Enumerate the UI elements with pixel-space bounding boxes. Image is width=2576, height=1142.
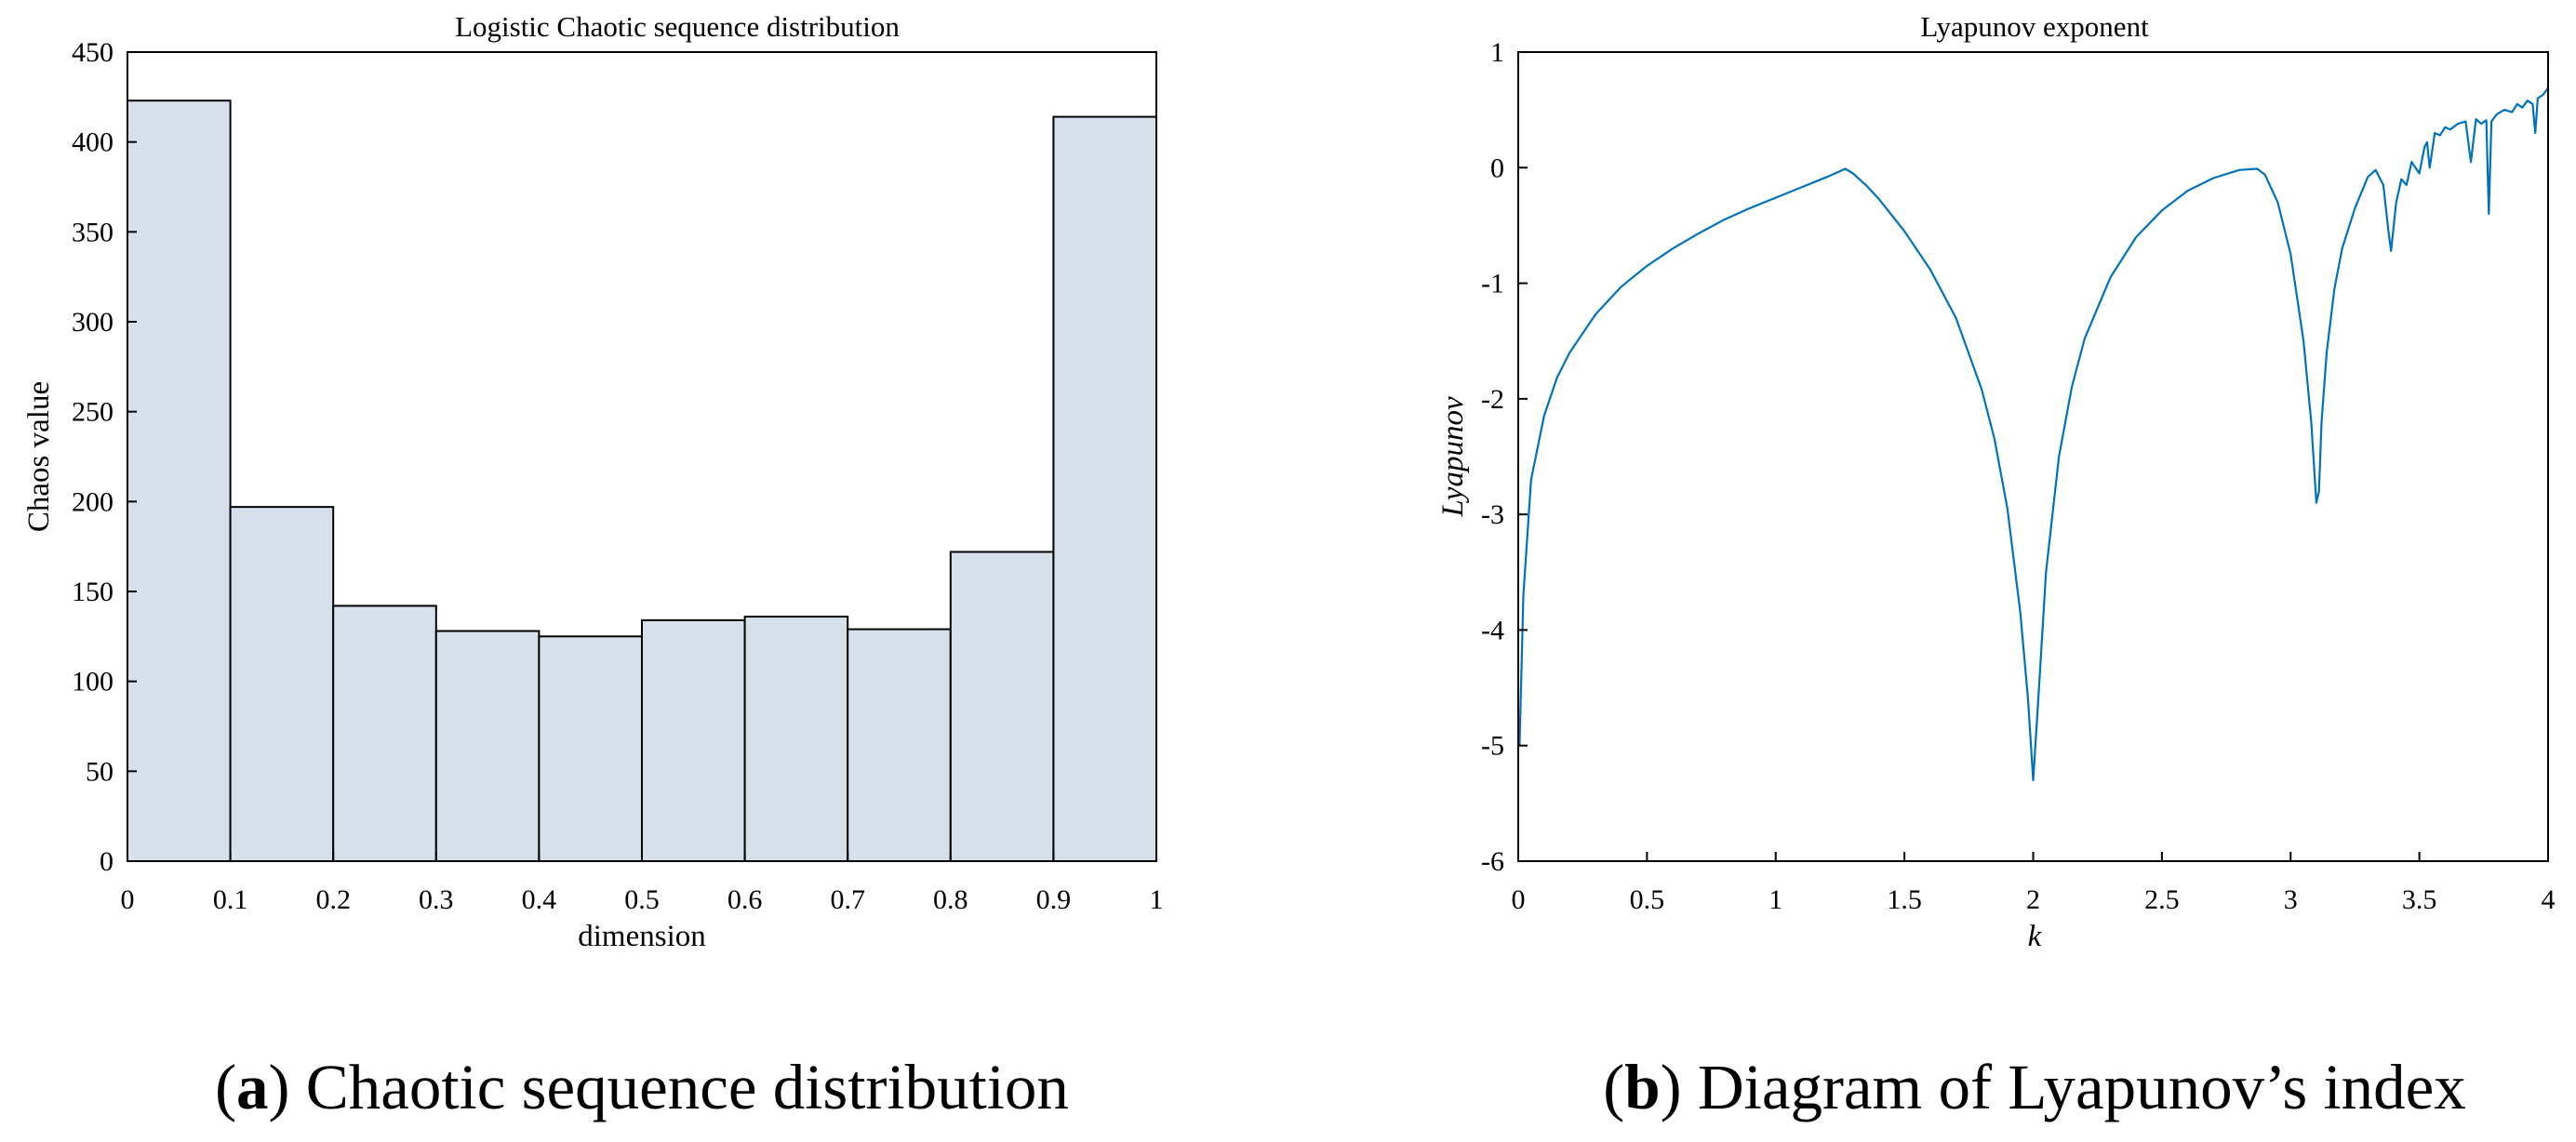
caption-b: (b) Diagram of Lyapunov’s index: [1603, 1052, 2466, 1122]
panel-b-x-tick-label: 3.5: [2402, 884, 2437, 915]
panel-a-x-label: dimension: [578, 920, 706, 953]
panel-b-axes-box: [1517, 51, 2549, 862]
panel-a-bar-8: [847, 628, 952, 862]
panel-a-bar-5: [538, 635, 644, 862]
panel-b-x-label: k: [2028, 920, 2043, 953]
panel-b-y-tick-label: -4: [1481, 615, 1504, 645]
panel-b-y-tick-label: 1: [1490, 37, 1504, 68]
panel-b-x-tick-label: 2: [2026, 884, 2040, 915]
panel-a-y-tick-label: 250: [72, 397, 113, 428]
panel-a-y-tick-label: 450: [72, 37, 113, 68]
panel-a-x-tick-label: 0.7: [830, 884, 865, 915]
panel-a-bar-7: [743, 616, 849, 862]
panel-a-bar-9: [949, 551, 1055, 862]
panel-a-bar-1: [127, 100, 232, 862]
panel-a-chaotic-sequence-distribution: Logistic Chaotic sequence distribution 0…: [22, 10, 1164, 953]
panel-a-bar-6: [641, 618, 746, 863]
panel-b-x-tick-label: 1: [1768, 884, 1782, 915]
panel-b-x-tick-label: 3: [2284, 884, 2298, 915]
panel-a-y-ticks: 0 50 100 150 200 250 300 350 400 450: [72, 37, 137, 877]
panel-a-x-tick-label: 0.8: [933, 884, 968, 915]
panel-b-x-tick-label: 2.5: [2144, 884, 2180, 915]
panel-a-x-tick-label: 0.3: [419, 884, 454, 915]
panel-b-y-tick-label: 0: [1490, 153, 1504, 183]
caption-a-text: Chaotic sequence distribution: [306, 1052, 1069, 1122]
panel-a-bars: [127, 100, 1158, 863]
caption-a-label: a: [236, 1052, 269, 1122]
panel-b-title: Lyapunov exponent: [1920, 10, 2149, 43]
panel-b-x-tick-label: 0.5: [1630, 884, 1665, 915]
panel-b-y-tick-label: -2: [1481, 384, 1504, 415]
panel-b-x-tick-label: 4: [2542, 884, 2556, 915]
panel-a-y-tick-label: 50: [86, 756, 113, 787]
panel-a-bar-4: [434, 630, 541, 862]
panel-b-y-ticks: -6 -5 -4 -3 -2 -1 0 1: [1481, 37, 1528, 877]
panel-b-y-tick-label: -6: [1481, 846, 1504, 877]
panel-a-x-ticks: 0 0.1 0.2 0.3 0.4 0.5 0.6 0.7 0.8 0.9 1: [121, 852, 1164, 915]
panel-a-y-tick-label: 200: [72, 486, 113, 517]
panel-a-y-tick-label: 400: [72, 127, 113, 158]
panel-a-x-tick-label: 0.4: [522, 884, 557, 915]
panel-b-y-tick-label: -3: [1481, 499, 1504, 530]
panel-b-series-line: [1518, 86, 2549, 782]
panel-a-bar-3: [332, 604, 437, 862]
panel-a-x-tick-label: 0.2: [315, 884, 351, 915]
caption-b-text: Diagram of Lyapunov’s index: [1698, 1052, 2466, 1122]
panel-b-y-label: Lyapunov: [1436, 396, 1470, 518]
caption-b-label: b: [1624, 1052, 1660, 1122]
caption-a: (a) Chaotic sequence distribution: [215, 1052, 1069, 1122]
panel-a-y-tick-label: 300: [72, 307, 113, 338]
panel-b-x-tick-label: 1.5: [1887, 884, 1922, 915]
panel-a-y-tick-label: 150: [72, 577, 113, 607]
panel-a-y-label: Chaos value: [22, 381, 56, 532]
panel-a-y-tick-label: 350: [72, 217, 113, 247]
panel-a-y-tick-label: 0: [100, 846, 113, 877]
panel-a-x-tick-label: 0.1: [213, 884, 248, 915]
panel-b-lyapunov-exponent: Lyapunov exponent 0 0.5 1 1.5 2 2.5 3 3.5 4 -6 -5…: [1436, 10, 2556, 953]
panel-a-x-tick-label: 0.5: [624, 884, 660, 915]
panel-a-bar-10: [1052, 115, 1158, 863]
panel-a-bar-2: [229, 506, 335, 863]
panel-b-x-ticks: 0 0.5 1 1.5 2 2.5 3 3.5 4: [1512, 852, 2556, 915]
panel-a-title: Logistic Chaotic sequence distribution: [455, 10, 900, 43]
panel-a-x-tick-label: 1: [1150, 884, 1164, 915]
panel-b-y-tick-label: -1: [1481, 269, 1504, 299]
panel-a-x-tick-label: 0: [121, 884, 135, 915]
panel-a-x-tick-label: 0.6: [727, 884, 763, 915]
panel-a-y-tick-label: 100: [72, 667, 113, 697]
panel-a-x-tick-label: 0.9: [1036, 884, 1072, 915]
panel-b-x-tick-label: 0: [1512, 884, 1526, 915]
panel-b-y-tick-label: -5: [1481, 731, 1504, 762]
